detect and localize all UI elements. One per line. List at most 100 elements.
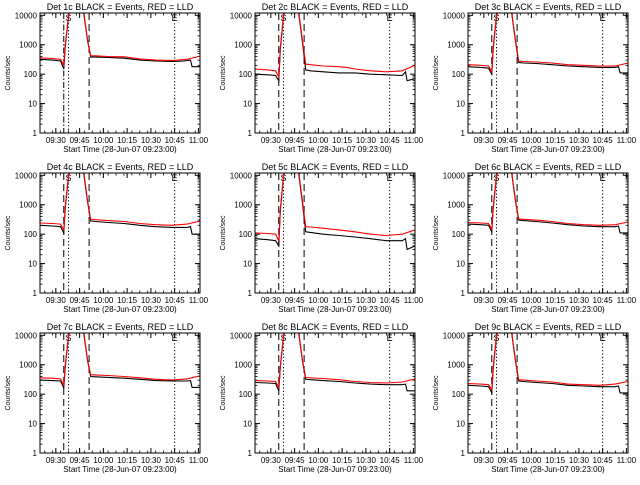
y-tick-label: 10 <box>243 420 252 429</box>
series-line-lld <box>468 13 628 74</box>
y-tick-label: 10000 <box>15 11 38 20</box>
x-tick-label: 10:00 <box>308 136 329 145</box>
y-tick-label: 1000 <box>19 41 37 50</box>
series-line-lld <box>40 333 200 388</box>
y-tick-label: 1 <box>461 289 466 298</box>
plot-frame <box>254 172 416 294</box>
series-line-lld <box>40 13 200 68</box>
series-line-lld <box>40 173 200 232</box>
y-axis-label: Counts/sec <box>220 55 227 91</box>
x-tick-label: 09:45 <box>498 136 519 145</box>
x-axis-label: Start Time (28-Jun-07 09:23:00) <box>63 145 177 154</box>
series-group <box>468 333 628 395</box>
y-tick-label: 10 <box>243 260 252 269</box>
x-tick-label: 10:15 <box>117 456 138 465</box>
y-axis-label: Counts/sec <box>5 55 12 91</box>
x-tick-label: 10:30 <box>141 456 162 465</box>
y-tick-label: 10 <box>28 420 37 429</box>
marker-label: E <box>172 173 178 183</box>
x-tick-label: 09:30 <box>261 296 282 305</box>
x-tick-label: 10:45 <box>165 136 186 145</box>
series-group <box>255 173 415 251</box>
panel-title: Det 2c BLACK = Events, RED = LLD <box>262 2 409 12</box>
y-tick-label: 1 <box>33 449 38 458</box>
marker-label: E <box>600 333 606 343</box>
y-tick-label: 100 <box>452 230 466 239</box>
y-tick-label: 100 <box>239 70 253 79</box>
y-tick-label: 10000 <box>230 11 253 20</box>
y-tick-label: 1000 <box>234 41 252 50</box>
x-tick-label: 11:00 <box>404 456 424 465</box>
x-tick-label: 09:45 <box>498 296 519 305</box>
x-axis-label: Start Time (28-Jun-07 09:23:00) <box>491 465 605 474</box>
y-tick-label: 10000 <box>15 171 38 180</box>
panel-title: Det 1c BLACK = Events, RED = LLD <box>47 2 194 12</box>
x-tick-label: 10:45 <box>380 296 401 305</box>
y-tick-label: 1000 <box>234 361 252 370</box>
x-tick-label: 11:00 <box>189 136 209 145</box>
x-tick-label: 10:45 <box>165 296 186 305</box>
x-tick-label: 09:45 <box>70 456 91 465</box>
x-tick-label: 10:45 <box>593 296 614 305</box>
x-tick-label: 09:45 <box>285 456 306 465</box>
series-line-lld <box>255 173 415 241</box>
x-tick-label: 09:30 <box>261 456 282 465</box>
y-tick-label: 1000 <box>19 361 37 370</box>
y-tick-label: 1 <box>248 129 253 138</box>
x-tick-label: 10:00 <box>93 456 114 465</box>
y-tick-label: 10 <box>28 260 37 269</box>
panel-det-3: Det 3c BLACK = Events, RED = LLD Counts/s… <box>433 2 637 154</box>
x-tick-label: 10:45 <box>380 136 401 145</box>
x-tick-label: 09:45 <box>70 296 91 305</box>
series-group <box>468 173 628 234</box>
x-axis-label: Start Time (28-Jun-07 09:23:00) <box>63 305 177 314</box>
x-tick-label: 11:00 <box>189 296 209 305</box>
x-tick-label: 09:45 <box>285 136 306 145</box>
y-tick-label: 1 <box>248 449 253 458</box>
x-axis-label: Start Time (28-Jun-07 09:23:00) <box>278 305 392 314</box>
y-tick-label: 10 <box>456 420 465 429</box>
y-tick-label: 1000 <box>234 201 252 210</box>
series-group <box>40 333 200 389</box>
x-tick-label: 10:00 <box>308 296 329 305</box>
plot-frame <box>254 12 416 134</box>
y-tick-label: 100 <box>24 390 38 399</box>
x-tick-label: 11:00 <box>404 136 424 145</box>
x-tick-label: 10:30 <box>569 456 590 465</box>
series-line-lld <box>468 173 628 231</box>
x-tick-label: 09:45 <box>498 456 519 465</box>
panel-det-6: Det 6c BLACK = Events, RED = LLD Counts/s… <box>433 162 637 314</box>
x-tick-label: 10:45 <box>165 456 186 465</box>
y-tick-label: 100 <box>239 230 253 239</box>
y-axis-label: Counts/sec <box>433 215 440 251</box>
y-tick-label: 100 <box>24 230 38 239</box>
y-tick-label: 10000 <box>443 171 466 180</box>
x-axis-label: Start Time (28-Jun-07 09:23:00) <box>278 145 392 154</box>
y-tick-label: 10 <box>456 260 465 269</box>
panel-det-8: Det 8c BLACK = Events, RED = LLD Counts/s… <box>220 322 424 474</box>
panel-det-7: Det 7c BLACK = Events, RED = LLD Counts/s… <box>5 322 209 474</box>
x-tick-label: 10:15 <box>332 456 353 465</box>
x-axis-label: Start Time (28-Jun-07 09:23:00) <box>491 305 605 314</box>
marker-label: E <box>387 13 393 23</box>
panel-title: Det 5c BLACK = Events, RED = LLD <box>262 162 409 172</box>
series-group <box>40 173 200 235</box>
marker-label: E <box>387 333 393 343</box>
x-tick-label: 09:30 <box>46 136 67 145</box>
y-tick-label: 1 <box>33 129 38 138</box>
plot-frame <box>467 12 629 134</box>
y-axis-label: Counts/sec <box>5 215 12 251</box>
y-tick-label: 100 <box>239 390 253 399</box>
x-tick-label: 10:15 <box>332 136 353 145</box>
y-tick-label: 10 <box>456 100 465 109</box>
x-tick-label: 10:00 <box>308 456 329 465</box>
y-axis-label: Counts/sec <box>433 55 440 91</box>
y-tick-label: 10000 <box>15 331 38 340</box>
y-tick-label: 10000 <box>230 171 253 180</box>
x-tick-label: 10:15 <box>545 296 566 305</box>
y-tick-label: 10000 <box>443 11 466 20</box>
y-tick-label: 1000 <box>447 361 465 370</box>
y-tick-label: 10 <box>243 100 252 109</box>
plot-frame <box>467 172 629 294</box>
